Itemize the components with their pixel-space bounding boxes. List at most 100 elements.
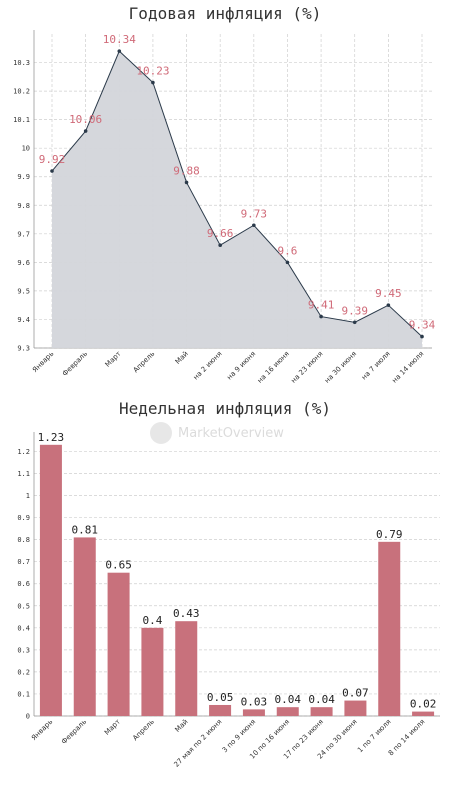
y-tick-label: 0.4: [17, 624, 30, 632]
y-tick-label: 10.3: [13, 59, 30, 67]
bar: [107, 572, 130, 716]
x-tick-label: Март: [104, 350, 123, 369]
bar: [242, 709, 265, 716]
y-tick-label: 9.5: [17, 287, 30, 295]
x-tick-label: на 16 июня: [256, 350, 291, 385]
y-tick-label: 0.3: [17, 646, 30, 654]
watermark-logo-icon: [150, 422, 172, 444]
y-tick-label: 10: [22, 145, 30, 153]
data-point: [352, 320, 357, 325]
bar: [209, 704, 232, 716]
data-label: 9.39: [341, 304, 368, 317]
data-label: 0.04: [308, 693, 335, 706]
weekly-chart-title: Недельная инфляция (%): [119, 399, 331, 418]
bar: [378, 541, 401, 716]
y-tick-label: 9.7: [17, 230, 30, 238]
x-tick-label: 1 по 7 июля: [356, 718, 392, 754]
x-tick-label: на 9 июня: [225, 350, 257, 382]
y-tick-label: 9.6: [17, 259, 30, 267]
area-fill: [52, 51, 422, 349]
y-tick-label: 9.3: [17, 345, 30, 353]
bar: [310, 707, 333, 716]
y-tick-label: 0.2: [17, 668, 30, 676]
y-tick-label: 1.1: [17, 470, 30, 478]
data-point: [184, 180, 189, 185]
data-label: 9.92: [39, 153, 66, 166]
y-tick-label: 0.5: [17, 602, 30, 610]
y-tick-label: 9.9: [17, 173, 30, 181]
data-label: 9.66: [207, 227, 234, 240]
y-tick-label: 0.7: [17, 558, 30, 566]
data-label: 0.07: [342, 687, 369, 700]
bar: [412, 711, 435, 716]
data-label: 9.41: [308, 299, 335, 312]
data-point: [420, 334, 424, 339]
x-tick-label: на 30 июня: [323, 350, 358, 385]
bar: [276, 707, 299, 716]
y-tick-label: 1.2: [17, 448, 30, 456]
weekly-inflation-chart: 0 0.1 0.2 0.3 0.4 0.5 0.6 0.7 0.8 0.9 1 1.1 1.2 1.23 0…: [17, 431, 440, 769]
x-tick-label: на 14 июля: [391, 350, 426, 385]
data-label: 10.06: [69, 113, 102, 126]
data-point: [117, 49, 122, 53]
data-label: 10.34: [103, 33, 136, 46]
y-tick-label: 10.2: [13, 88, 30, 96]
data-label: 9.6: [278, 244, 298, 257]
watermark: MarketOverview: [150, 420, 284, 446]
x-tick-label: 8 по 14 июля: [387, 718, 427, 758]
y-tick-label: 0.8: [17, 536, 30, 544]
watermark-text: MarketOverview: [178, 425, 284, 441]
y-tick-label: 0: [26, 713, 30, 721]
x-tick-label: Март: [103, 718, 122, 737]
x-tick-label: Январь: [30, 718, 54, 742]
data-point: [285, 260, 290, 265]
x-tick-label: на 23 июня: [290, 350, 325, 385]
y-tick-label: 0.1: [17, 690, 30, 698]
series-line: [51, 50, 423, 337]
data-label: 9.45: [375, 287, 402, 300]
x-tick-label: Май: [173, 718, 189, 734]
data-label: 0.43: [173, 607, 200, 620]
x-tick-label: Май: [174, 350, 190, 366]
data-point: [83, 129, 88, 133]
annual-chart-title: Годовая инфляция (%): [128, 4, 322, 23]
data-label: 9.34: [409, 319, 436, 332]
x-tick-label: Апрель: [131, 718, 156, 743]
y-tick-label: 0.9: [17, 514, 30, 522]
bar: [39, 444, 62, 716]
data-label: 9.88: [173, 164, 200, 177]
data-label: 0.65: [105, 559, 132, 572]
bar: [344, 700, 367, 716]
x-tick-label: 3 по 9 июня: [221, 718, 258, 755]
y-tick-label: 0.6: [17, 580, 30, 588]
data-label: 0.03: [241, 695, 268, 708]
data-label: 0.05: [207, 691, 234, 704]
bar: [73, 537, 96, 716]
bar: [175, 621, 198, 716]
data-label: 9.73: [241, 207, 268, 220]
data-point: [151, 80, 155, 85]
data-label: 0.81: [72, 523, 99, 536]
data-point: [50, 169, 54, 173]
annual-inflation-chart: 9.3 9.4 9.5 9.6 9.7 9.8 9.9 10 10.1 10.2 10.3 9.92 1…: [13, 30, 436, 385]
y-tick-label: 10.1: [13, 116, 30, 124]
y-tick-label: 1: [26, 492, 30, 500]
data-point: [319, 314, 323, 319]
x-tick-label: Февраль: [60, 718, 88, 746]
x-tick-label: на 7 июля: [360, 350, 392, 382]
x-tick-label: Февраль: [61, 350, 89, 378]
data-point: [386, 303, 391, 307]
data-label: 1.23: [38, 431, 65, 444]
data-label: 10.23: [136, 65, 169, 78]
data-label: 0.4: [142, 614, 162, 627]
x-tick-label: на 2 июня: [192, 350, 224, 382]
data-label: 0.04: [275, 693, 302, 706]
data-point: [218, 243, 222, 248]
x-tick-label: Апрель: [132, 350, 157, 375]
data-label: 0.02: [410, 698, 437, 711]
data-point: [252, 223, 256, 228]
x-tick-label: Январь: [31, 350, 55, 374]
data-label: 0.79: [376, 528, 403, 541]
bar: [141, 627, 164, 716]
y-tick-label: 9.8: [17, 202, 30, 210]
